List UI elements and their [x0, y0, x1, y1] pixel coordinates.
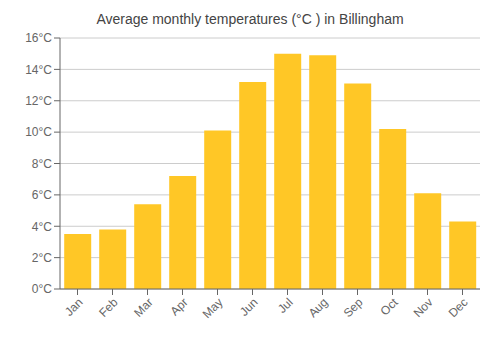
svg-text:Oct: Oct: [378, 295, 402, 319]
html-text:Average monthly temperatures (: Average monthly temperatures (°C ) in Bi…: [96, 11, 404, 27]
svg-text:Apr: Apr: [168, 295, 191, 318]
svg-text:0°C: 0°C: [32, 282, 52, 296]
svg-text:Jun: Jun: [237, 295, 261, 319]
svg-text:16°C: 16°C: [25, 31, 52, 45]
svg-text:Feb: Feb: [96, 295, 121, 320]
svg-text:May: May: [200, 295, 226, 321]
svg-text:Sep: Sep: [341, 295, 366, 320]
svg-text:6°C: 6°C: [32, 188, 52, 202]
svg-text:4°C: 4°C: [32, 220, 52, 234]
svg-text:Mar: Mar: [131, 295, 156, 320]
svg-text:12°C: 12°C: [25, 94, 52, 108]
svg-text:10°C: 10°C: [25, 125, 52, 139]
svg-text:Nov: Nov: [411, 295, 436, 320]
svg-text:14°C: 14°C: [25, 63, 52, 77]
svg-text:Jan: Jan: [62, 295, 86, 319]
svg-text:2°C: 2°C: [32, 251, 52, 265]
svg-text:Jul: Jul: [275, 295, 296, 316]
svg-text:Dec: Dec: [446, 295, 471, 320]
svg-text:8°C: 8°C: [32, 157, 52, 171]
svg-text:Aug: Aug: [306, 295, 331, 320]
